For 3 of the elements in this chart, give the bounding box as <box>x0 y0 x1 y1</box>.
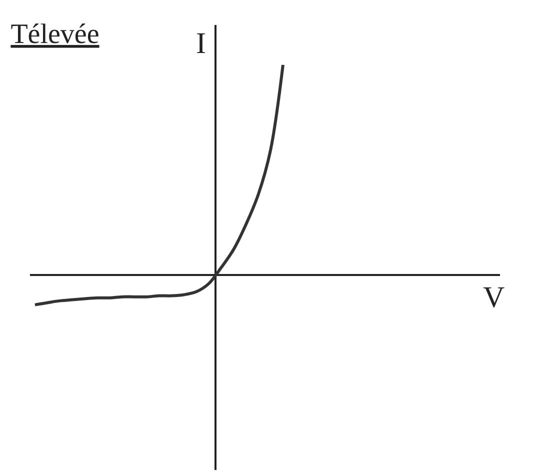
text: V <box>483 281 505 314</box>
chart-title: Télevée <box>10 18 100 50</box>
y-axis-title: I <box>196 27 206 60</box>
